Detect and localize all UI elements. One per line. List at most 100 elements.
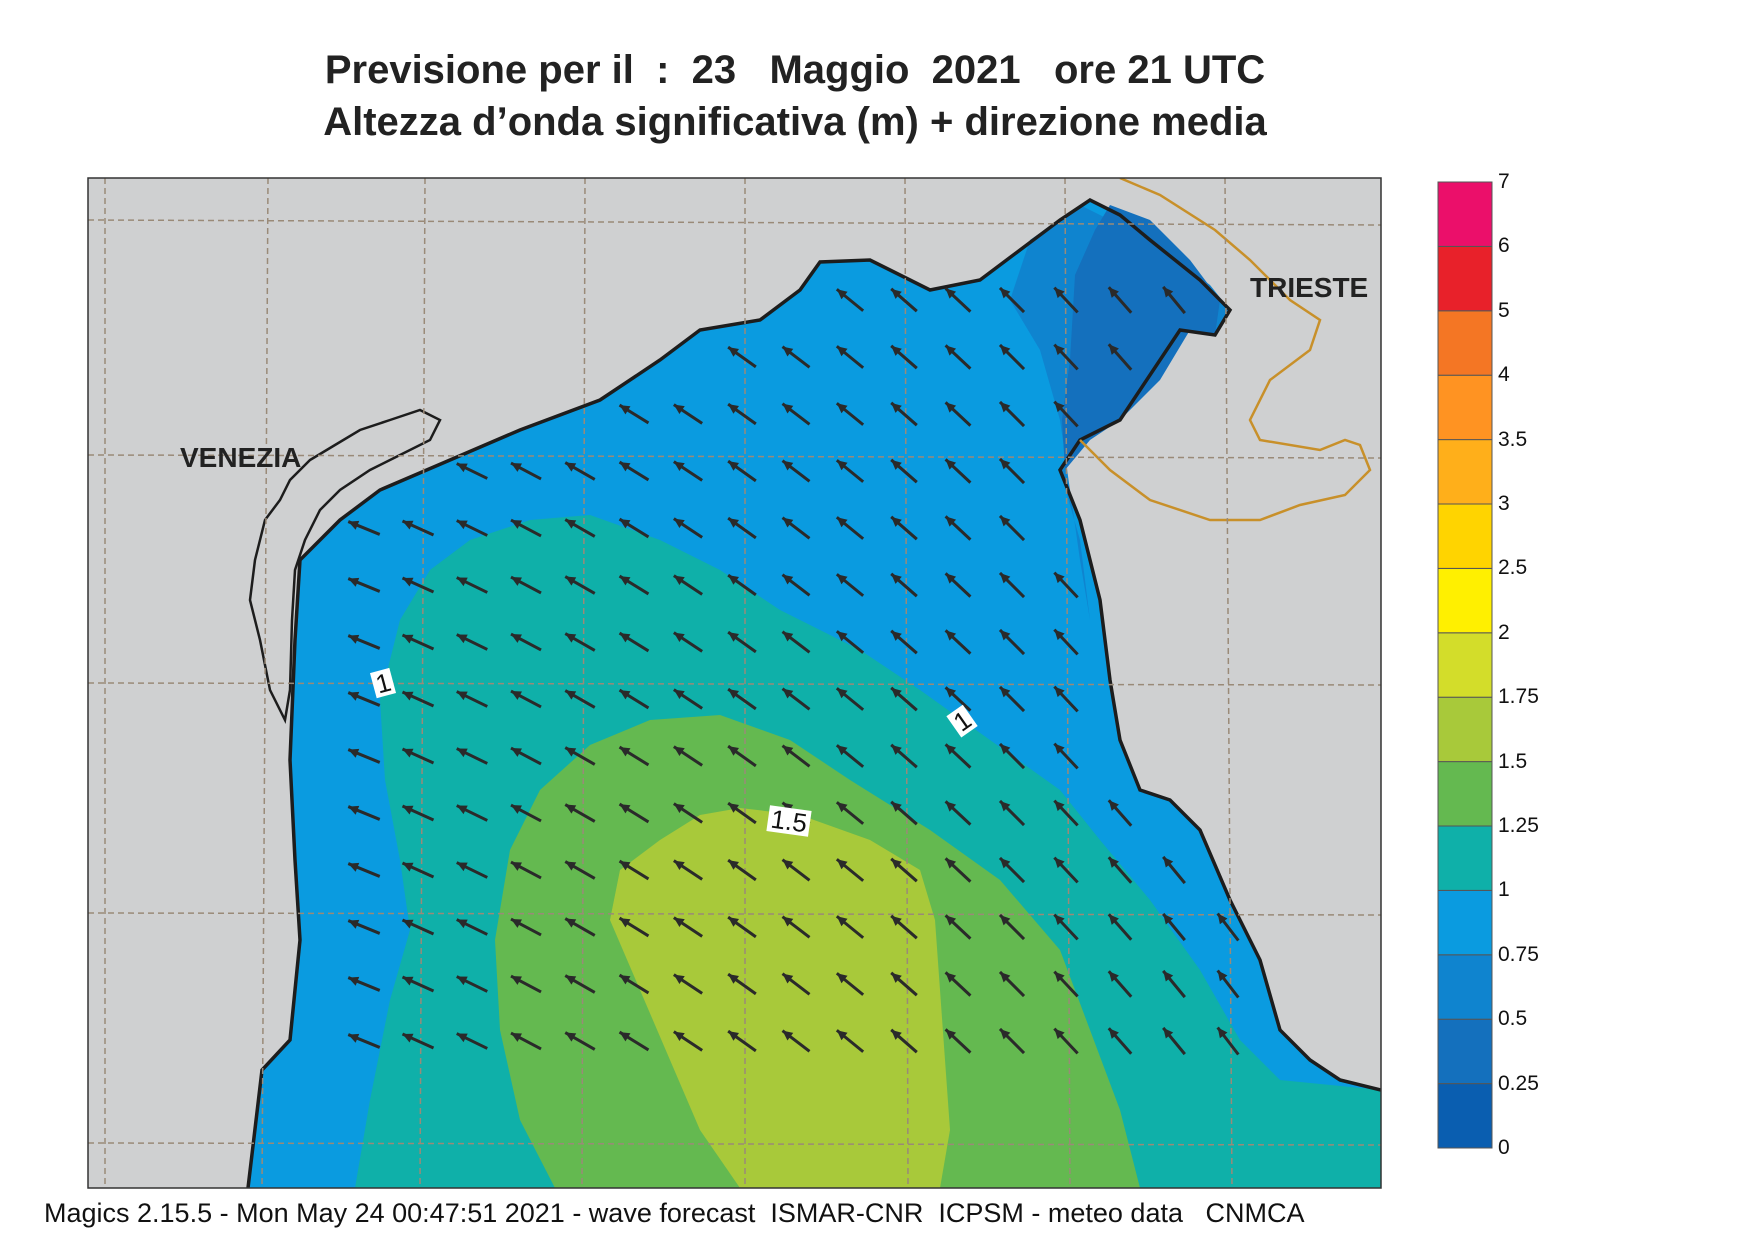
direction-arrowhead — [782, 346, 794, 357]
direction-arrowhead — [728, 974, 739, 984]
colorbar-swatch — [1437, 374, 1493, 441]
direction-arrowhead — [782, 574, 794, 585]
direction-arrowhead — [348, 691, 360, 701]
direction-arrowhead — [891, 972, 902, 983]
direction-arrowhead — [1163, 913, 1174, 925]
direction-arrowhead — [945, 744, 957, 755]
colorbar-swatch — [1437, 310, 1493, 376]
direction-arrowhead — [891, 402, 902, 413]
direction-arrowhead — [728, 461, 739, 471]
direction-arrowhead — [1054, 914, 1065, 926]
direction-arrowhead — [782, 973, 794, 984]
direction-arrowhead — [999, 971, 1011, 983]
direction-arrowhead — [728, 860, 739, 870]
direction-arrowhead — [999, 572, 1011, 584]
direction-arrowhead — [456, 862, 468, 872]
direction-arrowhead — [728, 689, 739, 699]
direction-arrowhead — [619, 804, 631, 814]
direction-arrowhead — [402, 862, 414, 872]
colorbar — [1437, 181, 1493, 1149]
direction-arrowhead — [945, 402, 957, 413]
direction-arrowhead — [402, 805, 414, 815]
direction-arrowhead — [456, 520, 468, 530]
direction-arrowhead — [999, 743, 1011, 755]
map-frame — [87, 177, 1382, 1189]
map-area — [88, 178, 1381, 1188]
colorbar-tick-label: 3.5 — [1498, 427, 1528, 451]
colorbar-tick-label: 0.75 — [1498, 942, 1539, 966]
colorbar-tick-label: 4 — [1498, 363, 1510, 387]
direction-arrowhead — [836, 688, 848, 699]
direction-arrowhead — [565, 462, 577, 472]
direction-arrowhead — [836, 517, 848, 528]
direction-arrowhead — [402, 691, 414, 701]
direction-arrowhead — [402, 634, 414, 644]
direction-arrowhead — [945, 573, 957, 584]
direction-arrowhead — [510, 691, 522, 700]
direction-arrowhead — [673, 1031, 685, 1042]
direction-arrowhead — [402, 520, 414, 530]
direction-arrowhead — [999, 515, 1011, 527]
direction-arrowhead — [728, 1031, 739, 1041]
direction-arrowhead — [619, 918, 631, 928]
direction-arrowhead — [728, 632, 739, 642]
direction-arrowhead — [1163, 970, 1174, 982]
colorbar-swatch — [1437, 439, 1493, 505]
direction-arrowhead — [945, 1029, 957, 1040]
direction-arrowhead — [619, 519, 631, 529]
direction-arrowhead — [456, 634, 468, 644]
direction-arrowhead — [619, 633, 631, 643]
direction-arrowhead — [673, 860, 685, 871]
map-title: Previsione per il : 23 Maggio 2021 ore 2… — [324, 48, 1266, 92]
colorbar-tick-label: 1.25 — [1498, 814, 1539, 837]
direction-arrowhead — [673, 632, 685, 643]
map-subtitle: Altezza d’onda significativa (m) + direz… — [323, 100, 1267, 144]
direction-arrowhead — [673, 974, 685, 985]
direction-arrowhead — [1108, 800, 1119, 811]
colorbar-swatch — [1437, 696, 1493, 763]
direction-arrowhead — [402, 919, 414, 929]
direction-arrowhead — [1054, 1028, 1065, 1040]
direction-arrowhead — [782, 859, 794, 870]
direction-arrowhead — [999, 1028, 1011, 1040]
direction-arrowhead — [348, 577, 360, 587]
direction-arrowhead — [891, 630, 902, 641]
colorbar-swatch — [1437, 632, 1493, 698]
direction-arrowhead — [836, 289, 848, 300]
footer-credits: Magics 2.15.5 - Mon May 24 00:47:51 2021… — [44, 1198, 1305, 1228]
direction-arrowhead — [836, 631, 848, 642]
direction-arrowhead — [836, 973, 848, 984]
colorbar-swatch — [1437, 761, 1493, 827]
direction-arrowhead — [510, 976, 522, 985]
direction-arrowhead — [1054, 743, 1065, 755]
direction-arrowhead — [619, 747, 631, 757]
direction-arrowhead — [348, 862, 360, 872]
direction-arrowhead — [348, 634, 360, 644]
direction-arrowhead — [456, 691, 468, 701]
direction-arrowhead — [728, 746, 739, 756]
direction-arrowhead — [673, 404, 685, 415]
direction-arrowhead — [456, 748, 468, 758]
direction-arrowhead — [619, 576, 631, 586]
direction-arrowhead — [836, 346, 848, 357]
direction-arrowhead — [565, 861, 577, 871]
direction-arrowhead — [510, 805, 522, 814]
direction-arrowhead — [782, 745, 794, 756]
direction-arrowhead — [673, 746, 685, 757]
direction-arrowhead — [619, 690, 631, 700]
direction-arrowhead — [1217, 913, 1228, 925]
direction-arrowhead — [945, 858, 957, 869]
colorbar-tick-label: 1.75 — [1498, 685, 1539, 709]
direction-arrowhead — [510, 463, 522, 472]
direction-arrowhead — [565, 975, 577, 985]
coastline — [246, 197, 1381, 1188]
direction-arrowhead — [1054, 344, 1065, 356]
colorbar-tick-label: 0.25 — [1498, 1071, 1539, 1095]
colorbar-tick-label: 1 — [1498, 878, 1510, 902]
direction-arrowhead — [565, 690, 577, 700]
direction-arrowhead — [673, 917, 685, 928]
direction-arrowhead — [836, 460, 848, 471]
direction-arrowhead — [999, 344, 1011, 356]
direction-arrowhead — [619, 405, 631, 415]
